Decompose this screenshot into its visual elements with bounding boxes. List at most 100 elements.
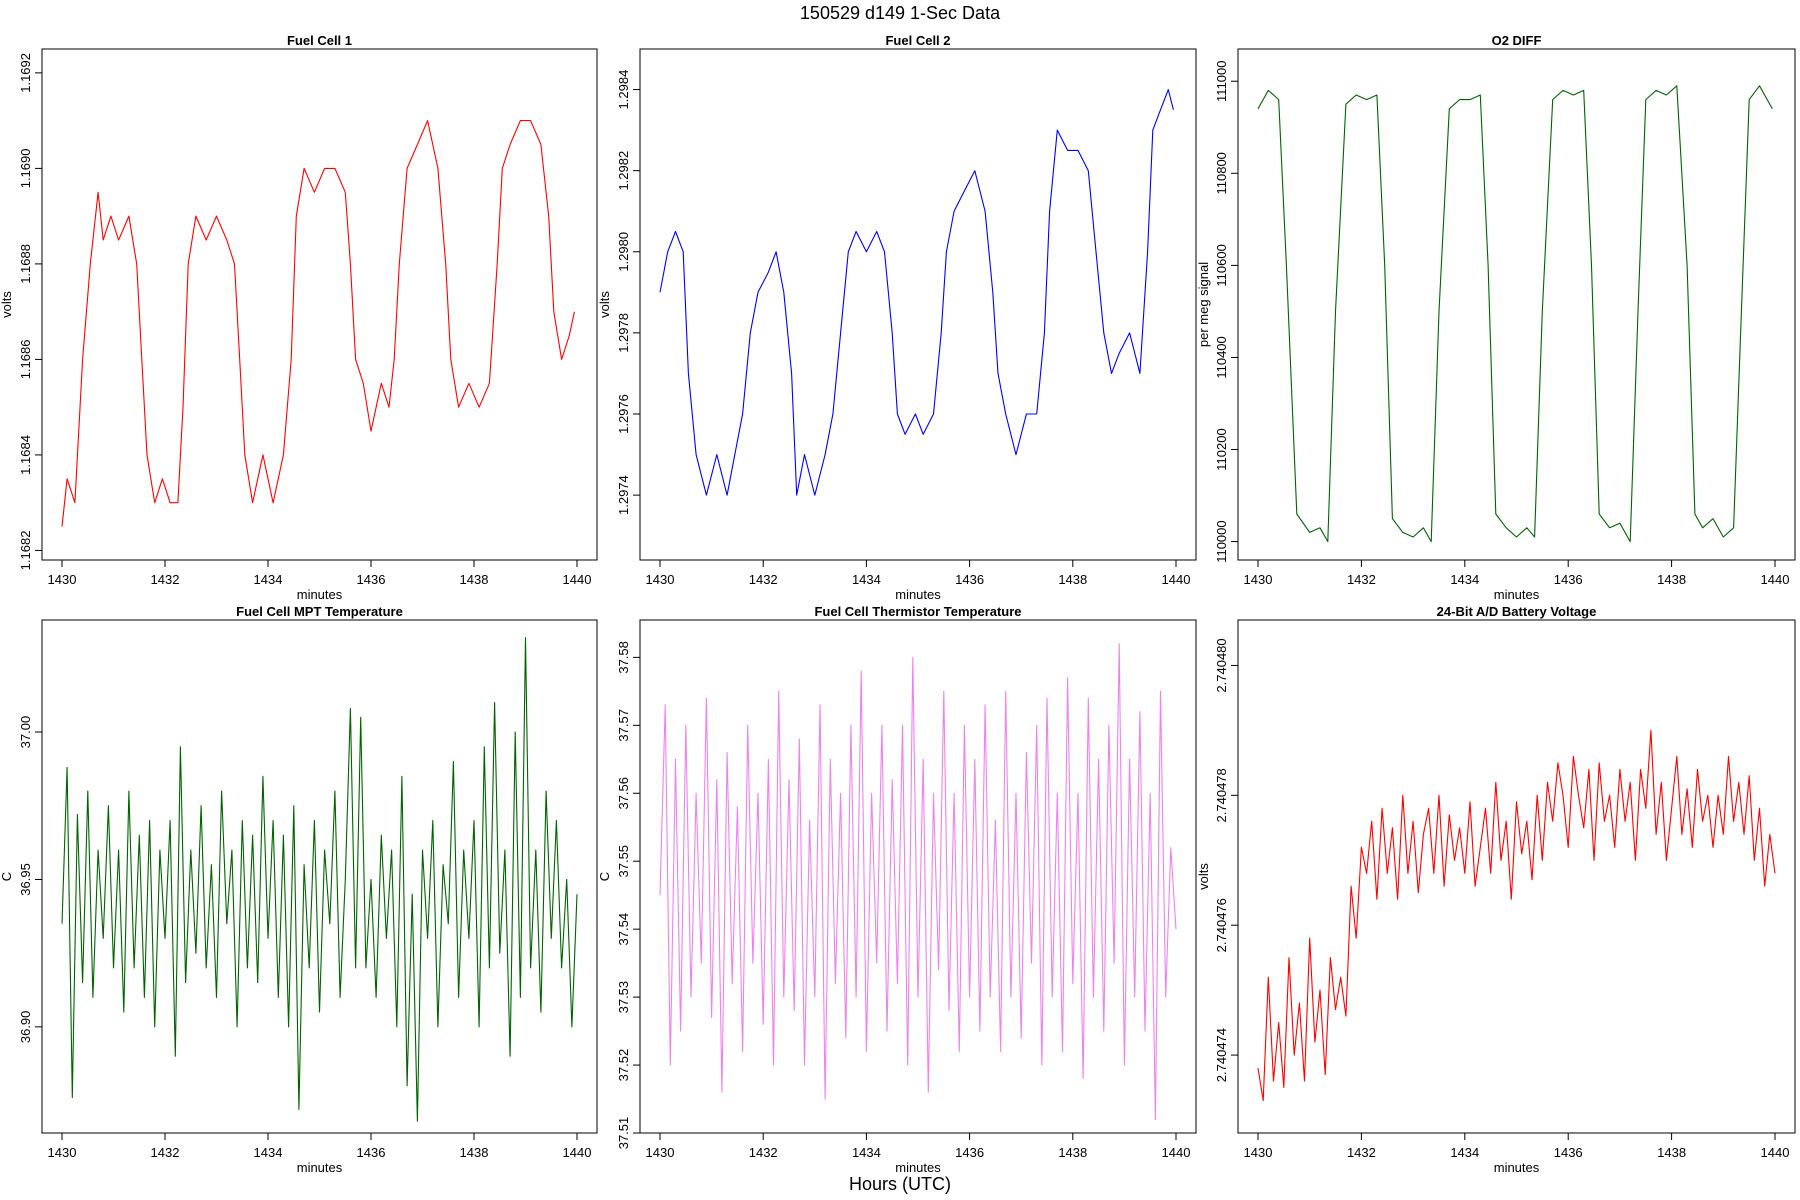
x-axis-label: minutes: [297, 587, 343, 602]
y-tick-label: 36.90: [18, 1011, 33, 1044]
x-tick-label: 1438: [460, 572, 489, 587]
x-tick-label: 1430: [48, 1145, 77, 1160]
x-axis-label: minutes: [297, 1160, 343, 1175]
x-axis-label: minutes: [1494, 1160, 1540, 1175]
y-axis-label: volts: [597, 291, 612, 318]
x-tick-label: 1440: [1162, 572, 1191, 587]
x-tick-label: 1438: [1657, 572, 1686, 587]
plot-frame: [41, 619, 598, 1134]
x-axis-label: minutes: [895, 1160, 941, 1175]
figure-title: 150529 d149 1-Sec Data: [800, 3, 1001, 23]
x-tick-label: 1440: [563, 1145, 592, 1160]
x-axis-label: minutes: [1494, 587, 1540, 602]
series-line-1: [659, 89, 1174, 496]
y-tick-label: 37.56: [616, 777, 631, 810]
y-tick-label: 1.1692: [18, 53, 33, 93]
series-line-1: [61, 637, 578, 1122]
x-tick-label: 1430: [48, 572, 77, 587]
x-tick-label: 1432: [151, 572, 180, 587]
y-tick-label: 2.740474: [1214, 1028, 1229, 1082]
x-tick-label: 1440: [1162, 1145, 1191, 1160]
y-tick-label: 1.1686: [18, 340, 33, 380]
chart-panel-5: Fuel Cell Thermistor Temperature 1430 1432…: [597, 604, 1197, 1175]
y-tick-label: 36.95: [18, 863, 33, 896]
chart-panel-1: Fuel Cell 1 1430 1432 1434 1436 1438 1440 minut…: [0, 33, 598, 602]
x-tick-label: 1436: [357, 1145, 386, 1160]
y-tick-label: 1.2984: [616, 70, 631, 110]
y-tick-label: 1.2982: [616, 151, 631, 191]
x-tick-label: 1432: [749, 572, 778, 587]
x-tick-label: 1438: [1657, 1145, 1686, 1160]
chart-panel-6: 24-Bit A/D Battery Voltage 1430 1432 1434 14…: [1196, 604, 1796, 1175]
y-tick-label: 1.1688: [18, 244, 33, 284]
chart-panel-4: Fuel Cell MPT Temperature 1430 1432 1434 143…: [0, 604, 598, 1175]
plot-frame: [639, 619, 1197, 1134]
y-tick-label: 110200: [1214, 428, 1229, 470]
y-tick-label: 37.55: [616, 845, 631, 878]
x-tick-label: 1432: [1347, 572, 1376, 587]
y-tick-label: 37.57: [616, 709, 631, 742]
x-tick-label: 1438: [1058, 1145, 1087, 1160]
y-tick-label: 2.740478: [1214, 768, 1229, 822]
y-axis-label: volts: [0, 291, 14, 318]
y-tick-label: 1.2976: [616, 394, 631, 434]
x-tick-label: 1434: [254, 572, 283, 587]
series-line-1: [1257, 729, 1776, 1102]
y-tick-label: 1.1690: [18, 149, 33, 189]
y-tick-label: 37.54: [616, 913, 631, 946]
x-tick-label: 1430: [1244, 572, 1273, 587]
panel-title: Fuel Cell 2: [885, 33, 950, 48]
x-tick-label: 1440: [563, 572, 592, 587]
x-tick-label: 1440: [1761, 572, 1790, 587]
panel-title: Fuel Cell MPT Temperature: [236, 604, 403, 619]
x-tick-label: 1436: [955, 572, 984, 587]
panels: Fuel Cell 1 1430 1432 1434 1436 1438 1440 minut…: [0, 33, 1796, 1175]
y-tick-label: 37.52: [616, 1049, 631, 1082]
y-tick-label: 111000: [1214, 60, 1229, 101]
x-tick-label: 1436: [955, 1145, 984, 1160]
x-tick-label: 1434: [852, 1145, 881, 1160]
y-tick-label: 1.2978: [616, 313, 631, 353]
x-tick-label: 1436: [357, 572, 386, 587]
y-axis-label: C: [0, 872, 14, 881]
x-tick-label: 1438: [1058, 572, 1087, 587]
x-tick-label: 1430: [1244, 1145, 1273, 1160]
x-tick-label: 1432: [1347, 1145, 1376, 1160]
y-tick-label: 1.2974: [616, 475, 631, 515]
x-tick-label: 1436: [1554, 1145, 1583, 1160]
x-tick-label: 1436: [1554, 572, 1583, 587]
y-axis-label: C: [597, 872, 612, 881]
x-tick-label: 1434: [852, 572, 881, 587]
y-tick-label: 37.51: [616, 1117, 631, 1150]
panel-title: Fuel Cell Thermistor Temperature: [814, 604, 1021, 619]
plot-frame: [1237, 619, 1796, 1134]
x-tick-label: 1434: [254, 1145, 283, 1160]
y-tick-label: 1.1682: [18, 531, 33, 571]
plot-frame: [1237, 48, 1796, 561]
series-line-1: [1257, 85, 1773, 543]
y-tick-label: 1.2980: [616, 232, 631, 272]
y-axis-label: volts: [1196, 863, 1211, 890]
y-axis-label: per meg signal: [1196, 262, 1211, 347]
y-tick-label: 110600: [1214, 244, 1229, 286]
series-line-1: [659, 643, 1177, 1120]
y-tick-label: 37.58: [616, 641, 631, 674]
y-tick-label: 2.740480: [1214, 638, 1229, 692]
x-tick-label: 1430: [646, 572, 675, 587]
panel-title: Fuel Cell 1: [287, 33, 352, 48]
y-tick-label: 37.00: [18, 716, 33, 749]
y-tick-label: 1.1684: [18, 435, 33, 475]
x-tick-label: 1438: [460, 1145, 489, 1160]
y-tick-label: 110400: [1214, 336, 1229, 378]
y-tick-label: 2.740476: [1214, 898, 1229, 952]
panel-title: 24-Bit A/D Battery Voltage: [1437, 604, 1597, 619]
chart-panel-3: O2 DIFF 1430 1432 1434 1436 1438 1440 minutes 11…: [1196, 33, 1796, 602]
y-tick-label: 37.53: [616, 981, 631, 1014]
x-tick-label: 1432: [749, 1145, 778, 1160]
x-tick-label: 1440: [1761, 1145, 1790, 1160]
y-tick-label: 110800: [1214, 152, 1229, 194]
figure-bottom-label: Hours (UTC): [849, 1174, 951, 1194]
x-tick-label: 1434: [1450, 572, 1479, 587]
x-tick-label: 1430: [646, 1145, 675, 1160]
